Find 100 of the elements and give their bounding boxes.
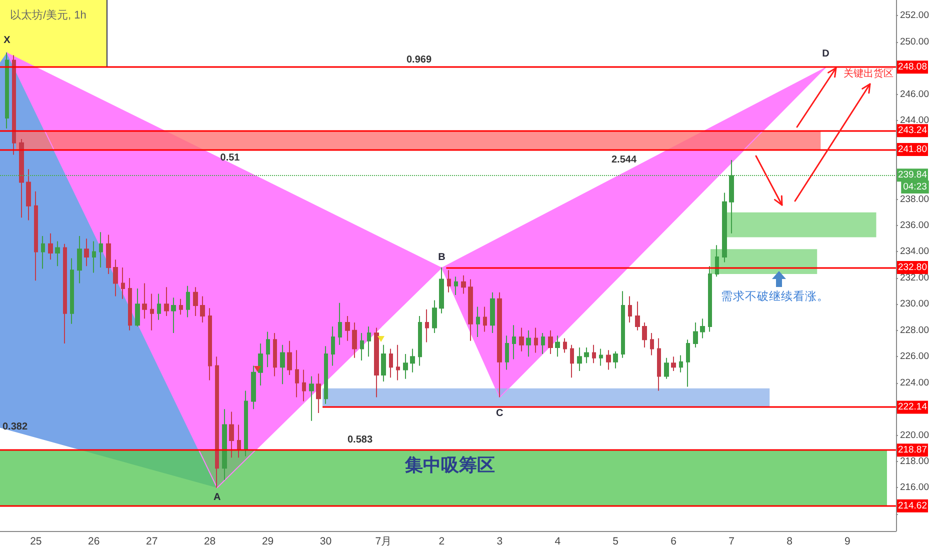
candlestick — [99, 232, 103, 268]
candlestick — [693, 322, 698, 348]
candlestick — [55, 240, 60, 267]
candlestick — [592, 344, 596, 364]
y-tick-label: 220.00 — [900, 430, 930, 441]
x-tick-label: 27 — [146, 536, 158, 548]
candlestick — [157, 293, 161, 320]
candlestick — [142, 282, 147, 320]
candlestick — [671, 356, 676, 372]
candlestick — [70, 258, 74, 324]
y-tick-label: 234.00 — [900, 246, 930, 258]
candlestick — [367, 326, 371, 358]
candlestick — [541, 332, 545, 354]
candlestick — [468, 278, 473, 342]
candlestick — [650, 332, 654, 356]
x-tick-label: 8 — [786, 536, 793, 548]
candlestick — [483, 306, 487, 332]
candlestick — [519, 327, 524, 352]
candlestick — [381, 344, 386, 382]
y-tick-label: 230.00 — [900, 298, 930, 310]
candlestick — [360, 332, 364, 362]
x-tick-label: 9 — [844, 536, 851, 548]
candlestick — [679, 354, 683, 373]
ref-line-label: 218.87 — [898, 444, 928, 456]
candlestick — [84, 238, 89, 267]
candlestick — [208, 308, 212, 381]
candlestick — [425, 308, 429, 343]
candlestick — [461, 274, 466, 294]
candlestick — [324, 346, 328, 404]
candlestick — [237, 424, 241, 458]
y-tick-label: 244.00 — [900, 115, 930, 126]
candlestick — [664, 357, 669, 380]
candlestick — [316, 373, 321, 414]
candlestick — [26, 168, 31, 221]
x-tick-label: 5 — [612, 536, 619, 548]
candlestick — [476, 306, 480, 338]
candlestick — [229, 411, 234, 458]
ref-line-label: 239.84 — [898, 170, 928, 181]
x-tick-label: 7月 — [375, 536, 392, 548]
candlestick — [164, 286, 169, 316]
candlestick — [454, 276, 458, 296]
candlestick — [512, 324, 516, 360]
candlestick — [642, 322, 647, 348]
candlestick — [447, 270, 451, 293]
candlestick — [534, 327, 538, 354]
y-tick-label: 246.00 — [900, 88, 930, 100]
candlestick — [12, 54, 16, 156]
candlestick — [439, 266, 444, 314]
candlestick — [686, 339, 690, 388]
y-tick-label: 236.00 — [900, 220, 930, 232]
candlestick — [708, 266, 712, 332]
y-tick-label: 226.00 — [900, 351, 930, 362]
candlestick — [606, 350, 611, 370]
candlestick — [150, 293, 154, 331]
candlestick — [200, 296, 205, 324]
x-tick-label: 26 — [88, 536, 100, 548]
candlestick — [135, 288, 140, 327]
candlestick — [266, 331, 270, 368]
candlestick — [374, 327, 379, 398]
candlestick — [63, 243, 67, 344]
candlestick — [273, 332, 277, 377]
candlestick — [280, 344, 285, 385]
x-tick-label: 28 — [204, 536, 216, 548]
candlestick — [215, 356, 219, 488]
candlestick — [287, 340, 292, 376]
candlestick — [621, 290, 625, 358]
candlestick — [179, 298, 183, 316]
candlestick — [331, 326, 335, 366]
annotation: C — [496, 408, 504, 419]
y-tick-label: 224.00 — [900, 377, 930, 388]
candlestick — [613, 350, 618, 369]
annotation: 需求不破继续看涨。 — [721, 290, 829, 303]
annotation: A — [213, 492, 221, 504]
y-tick-label: 252.00 — [900, 10, 930, 22]
x-tick-label: 3 — [496, 536, 503, 548]
candlestick — [309, 376, 314, 422]
candlestick — [244, 390, 248, 457]
annotation: 0.382 — [2, 422, 28, 432]
candlestick — [113, 259, 118, 297]
x-tick-label: 4 — [554, 536, 561, 548]
x-tick-label: 29 — [262, 536, 274, 548]
y-tick-label: 216.00 — [900, 482, 930, 494]
y-tick-label: 250.00 — [900, 36, 930, 48]
candlestick — [345, 315, 350, 342]
y-tick-label: 218.00 — [900, 456, 930, 468]
candlestick — [222, 408, 227, 480]
candlestick — [700, 318, 705, 339]
candlestick — [186, 285, 190, 318]
x-tick-label: 30 — [320, 536, 332, 548]
candlestick — [497, 292, 502, 398]
candlestick — [396, 344, 400, 381]
annotation: B — [438, 252, 446, 263]
ref-line-label: 222.14 — [898, 402, 928, 413]
candlestick — [555, 335, 560, 358]
candlestick — [715, 244, 719, 278]
annotation: 关键出货区 — [844, 68, 894, 80]
candlestick — [635, 301, 640, 331]
candlestick — [352, 322, 357, 358]
candlestick — [41, 236, 45, 270]
annotation: 集中吸筹区 — [404, 455, 495, 475]
